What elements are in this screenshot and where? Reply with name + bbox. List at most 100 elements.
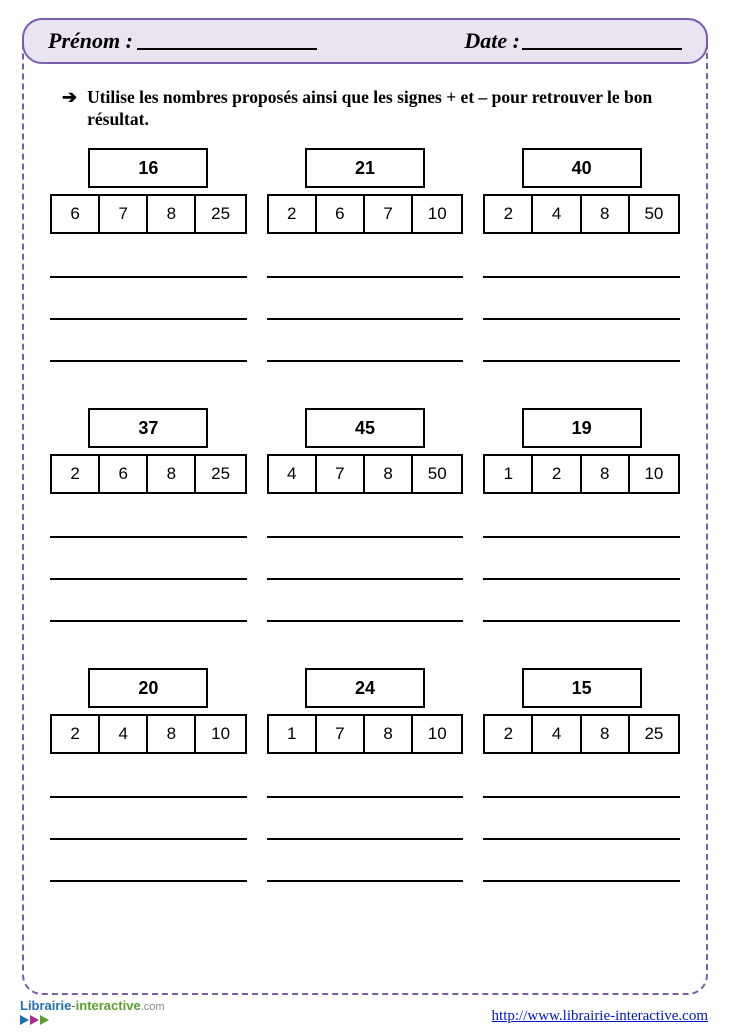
footer-url[interactable]: http://www.librairie-interactive.com — [492, 1008, 708, 1025]
number-cell: 4 — [533, 716, 581, 752]
numbers-row: 26710 — [267, 194, 464, 234]
answer-line[interactable] — [267, 554, 464, 580]
logo-suffix: .com — [141, 1001, 165, 1013]
number-cell: 8 — [582, 196, 630, 232]
problem: 45 47850 — [267, 408, 464, 622]
problem: 24 17810 — [267, 668, 464, 882]
number-cell: 8 — [582, 456, 630, 492]
number-cell: 2 — [533, 456, 581, 492]
answer-line[interactable] — [483, 554, 680, 580]
problem: 40 24850 — [483, 148, 680, 362]
number-cell: 7 — [317, 456, 365, 492]
numbers-row: 24810 — [50, 714, 247, 754]
answer-line[interactable] — [50, 554, 247, 580]
answer-line[interactable] — [267, 294, 464, 320]
number-cell: 50 — [413, 456, 461, 492]
logo: Librairie-interactive.com — [20, 999, 165, 1025]
numbers-row: 24825 — [483, 714, 680, 754]
logo-part2: interactive — [76, 998, 141, 1013]
number-cell: 2 — [485, 196, 533, 232]
numbers-row: 12810 — [483, 454, 680, 494]
answer-line[interactable] — [50, 512, 247, 538]
answer-line[interactable] — [267, 772, 464, 798]
number-cell: 1 — [485, 456, 533, 492]
answer-line[interactable] — [483, 512, 680, 538]
number-cell: 7 — [100, 196, 148, 232]
number-cell: 25 — [630, 716, 678, 752]
number-cell: 6 — [52, 196, 100, 232]
number-cell: 10 — [196, 716, 244, 752]
target-number: 37 — [88, 408, 208, 448]
answer-line[interactable] — [267, 336, 464, 362]
problem: 3726825 — [50, 408, 247, 622]
answer-line[interactable] — [267, 252, 464, 278]
number-cell: 4 — [100, 716, 148, 752]
numbers-row: 17810 — [267, 714, 464, 754]
date-label: Date : — [464, 28, 520, 54]
target-number: 16 — [88, 148, 208, 188]
target-number: 24 — [305, 668, 425, 708]
problem: 19 12810 — [483, 408, 680, 622]
answer-line[interactable] — [483, 856, 680, 882]
answer-line[interactable] — [50, 596, 247, 622]
target-number: 45 — [305, 408, 425, 448]
number-cell: 8 — [365, 716, 413, 752]
number-cell: 8 — [148, 456, 196, 492]
answer-line[interactable] — [483, 596, 680, 622]
number-cell: 4 — [533, 196, 581, 232]
number-cell: 10 — [630, 456, 678, 492]
problem: 15 24825 — [483, 668, 680, 882]
answer-lines — [267, 772, 464, 882]
answer-line[interactable] — [50, 772, 247, 798]
answer-line[interactable] — [483, 252, 680, 278]
footer: Librairie-interactive.com http://www.lib… — [20, 999, 708, 1025]
answer-lines — [267, 512, 464, 622]
answer-line[interactable] — [50, 294, 247, 320]
prenom-input-line[interactable] — [137, 32, 317, 50]
answer-line[interactable] — [50, 252, 247, 278]
answer-lines — [483, 772, 680, 882]
numbers-row: 67825 — [50, 194, 247, 234]
number-cell: 10 — [413, 716, 461, 752]
number-cell: 2 — [52, 456, 100, 492]
worksheet-frame: Prénom : Date : ➔ Utilise les nombres pr… — [22, 18, 708, 995]
answer-line[interactable] — [50, 336, 247, 362]
number-cell: 25 — [196, 456, 244, 492]
problem: 20 24810 — [50, 668, 247, 882]
answer-lines — [483, 252, 680, 362]
date-input-line[interactable] — [522, 32, 682, 50]
answer-lines — [483, 512, 680, 622]
answer-line[interactable] — [50, 814, 247, 840]
number-cell: 1 — [269, 716, 317, 752]
number-cell: 25 — [196, 196, 244, 232]
answer-line[interactable] — [267, 596, 464, 622]
number-cell: 50 — [630, 196, 678, 232]
numbers-row: 26825 — [50, 454, 247, 494]
number-cell: 2 — [485, 716, 533, 752]
answer-line[interactable] — [267, 512, 464, 538]
target-number: 15 — [522, 668, 642, 708]
answer-line[interactable] — [50, 856, 247, 882]
answer-line[interactable] — [267, 856, 464, 882]
number-cell: 7 — [317, 716, 365, 752]
number-cell: 7 — [365, 196, 413, 232]
prenom-label: Prénom : — [48, 28, 133, 54]
number-cell: 4 — [269, 456, 317, 492]
answer-line[interactable] — [483, 294, 680, 320]
target-number: 40 — [522, 148, 642, 188]
problem: 2126710 — [267, 148, 464, 362]
arrow-icon: ➔ — [62, 86, 77, 108]
problems-grid: 1667825212671040248503726825454785019128… — [24, 144, 706, 882]
target-number: 19 — [522, 408, 642, 448]
number-cell: 8 — [365, 456, 413, 492]
answer-line[interactable] — [483, 772, 680, 798]
header-bar: Prénom : Date : — [22, 18, 708, 64]
answer-line[interactable] — [483, 336, 680, 362]
target-number: 20 — [88, 668, 208, 708]
number-cell: 2 — [269, 196, 317, 232]
number-cell: 10 — [413, 196, 461, 232]
answer-line[interactable] — [483, 814, 680, 840]
answer-lines — [267, 252, 464, 362]
answer-lines — [50, 772, 247, 882]
answer-line[interactable] — [267, 814, 464, 840]
